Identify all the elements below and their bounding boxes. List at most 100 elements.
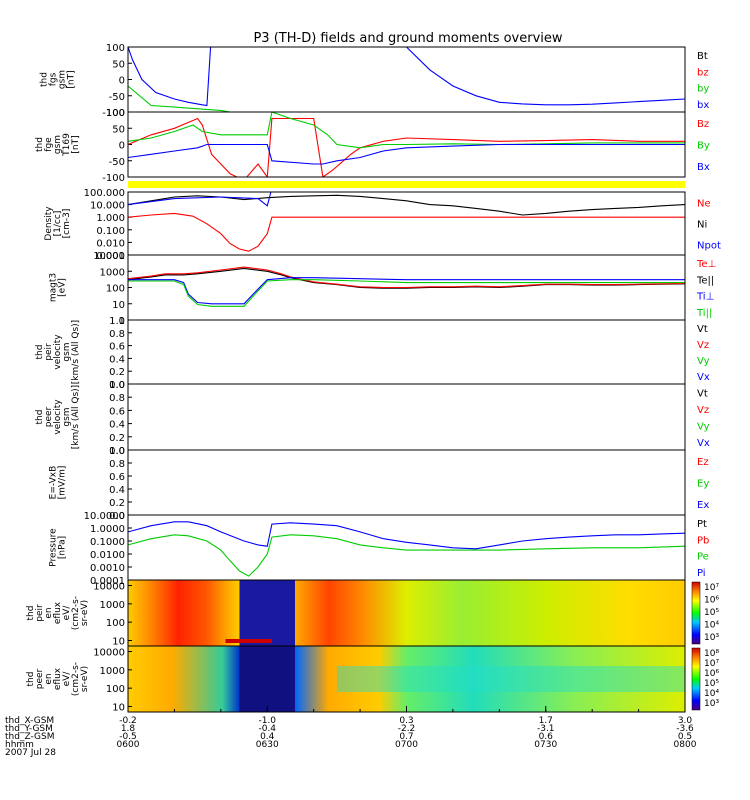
panel-frame <box>127 449 686 516</box>
y-tick-label: 100 <box>106 684 125 695</box>
y-tick-label: 0 <box>119 141 125 152</box>
panel-fgl: 100 50 0 -50 -100 thd fge gsm T169 [nT] Bz By Bx <box>35 108 710 184</box>
series-line-Ti|| <box>128 279 685 307</box>
y-axis-label: thd peir velocity gsm [km/s (All Qs)] <box>35 320 81 384</box>
legend-item-Vx: Vx <box>697 372 710 383</box>
y-axis-label-line: peir <box>44 343 54 361</box>
y-axis-label-line: thd <box>26 606 36 621</box>
legend-item-By: By <box>697 141 710 152</box>
orbit-row-value: -3.6 <box>676 724 694 734</box>
y-tick-label: 0.0 <box>109 446 125 457</box>
y-axis-label-line: gsm <box>62 407 72 426</box>
flag-bar <box>128 181 685 188</box>
y-axis-label-line: fge <box>44 137 54 152</box>
y-axis-label: thd peer en eflux eV/(cm2-s-sr-eV) <box>26 662 90 696</box>
y-tick-label: 100 <box>106 108 125 119</box>
y-axis-label-line: (cm2-s- <box>71 662 81 696</box>
legend-item-Npot: Npot <box>697 241 721 252</box>
orbit-row-value: 0730 <box>534 740 557 750</box>
panel-fgs: 100 50 0 -50 -100 thd fgs gsm [nT] Bt bz by bx <box>40 43 710 119</box>
panel-peir_spec: 10⁷ 10⁶ 10⁵ 10⁴ 10³ 10000 1000 100 10 thd peir en ef… <box>26 579 719 647</box>
panel-frame <box>127 383 686 451</box>
y-tick-label: 1 <box>119 316 125 327</box>
y-axis-label-line: gsm <box>62 342 72 361</box>
orbit-row-label: thd_Z-GSM <box>5 732 54 742</box>
legend-item-Vz: Vz <box>697 405 709 416</box>
orbit-row-value: 0.7 <box>399 732 413 742</box>
legend-item-by: by <box>697 84 709 95</box>
legend-item-bx: bx <box>697 100 709 111</box>
y-axis-label-line: Pressure <box>49 528 59 567</box>
y-axis-label-line: [mV/m] <box>58 466 68 500</box>
y-axis-label-line: [cm-3] <box>62 209 72 239</box>
y-axis-label-line: [km/s (All Qs)] <box>71 320 81 384</box>
panel-frame <box>127 319 686 385</box>
orbit-row-value: -3.1 <box>537 724 555 734</box>
colorbar-gradient <box>691 581 701 645</box>
legend-item-Te⊥: Te⊥ <box>696 259 716 270</box>
y-tick-label: 100.000 <box>84 188 125 199</box>
legend-item-Vy: Vy <box>697 421 710 432</box>
orbit-row-value: -1.0 <box>258 716 276 726</box>
orbit-row-value: 0700 <box>395 740 418 750</box>
y-tick-label: 100 <box>106 284 125 295</box>
y-axis-label-line: en <box>44 673 54 684</box>
legend-item-Pe: Pe <box>697 552 709 563</box>
y-tick-label: 0.0 <box>109 380 125 391</box>
y-tick-label: 0.2 <box>109 433 125 444</box>
y-axis-label-line: eV/ <box>62 605 72 621</box>
y-tick-label: 0.4 <box>109 420 125 431</box>
y-tick-label: 1.0 <box>109 446 125 457</box>
y-axis-label: magt3 [eV] <box>49 273 68 302</box>
y-tick-label: 1.0000 <box>90 524 125 535</box>
colorbar-label: 10⁶ <box>704 596 719 606</box>
legend: Vt Vz Vy Vx <box>697 388 710 449</box>
spectrogram-image <box>128 646 685 712</box>
panel-mag: 10000 1000 100 10 1 magt3 [eV] Te⊥ Te|| Ti⊥ Ti|| <box>49 251 717 327</box>
legend-item-Vy: Vy <box>697 356 710 367</box>
colorbar-label: 10³ <box>704 699 719 709</box>
y-tick-label: 0.001 <box>96 251 125 262</box>
series-line-Npot <box>128 192 272 207</box>
y-axis-label-line: magt3 <box>49 273 59 302</box>
y-tick-label: 0.6 <box>109 406 125 417</box>
y-tick-label: 1.000 <box>96 213 125 224</box>
panel-frame <box>127 46 686 113</box>
legend-item-Ni: Ni <box>697 220 707 231</box>
y-axis-label-line: gsm <box>53 135 63 154</box>
series-line-By <box>128 112 685 149</box>
legend-item-Vt: Vt <box>697 324 708 335</box>
colorbar-label: 10⁷ <box>704 583 719 593</box>
colorbar-label: 10⁵ <box>704 608 719 618</box>
legend-item-Pi: Pi <box>697 568 706 579</box>
legend: Pt Pb Pe Pi <box>697 519 709 579</box>
y-axis-label: E=-VxB [mV/m] <box>49 466 68 500</box>
y-tick-label: -100 <box>102 108 125 119</box>
y-axis-label: thd fgs gsm [nT] <box>40 70 77 89</box>
y-tick-label: 0 <box>119 76 125 87</box>
legend-item-Pb: Pb <box>697 535 709 546</box>
y-tick-label: 10.000 <box>90 201 125 212</box>
legend-item-Ey: Ey <box>697 479 709 490</box>
orbit-row-value: 3.0 <box>678 716 693 726</box>
colorbar-label: 10⁸ <box>704 649 719 659</box>
legend-item-Bz: Bz <box>697 119 709 130</box>
y-axis-label-line: velocity <box>53 334 63 370</box>
y-axis-label: thd peir en eflux eV/(cm2-s-sr-eV) <box>26 596 90 630</box>
y-axis-label-line: [eV] <box>58 278 68 297</box>
y-axis-label-line: eflux <box>53 667 63 690</box>
y-axis-label-line: [nT] <box>71 135 81 153</box>
legend: Ne Ni Npot <box>697 199 721 252</box>
colorbar-label: 10³ <box>704 633 719 643</box>
y-axis-label-line: [km/s (All Qs)] <box>71 385 81 449</box>
legend-item-Ne: Ne <box>697 199 711 210</box>
y-axis-label-line: thd <box>40 72 50 87</box>
series-line-Ti⊥ <box>128 277 685 305</box>
y-axis-label-line: peer <box>35 668 45 689</box>
y-tick-label: -100 <box>102 173 125 184</box>
y-tick-label: 10.0000 <box>84 511 125 522</box>
orbit-row-value: 0600 <box>117 740 140 750</box>
